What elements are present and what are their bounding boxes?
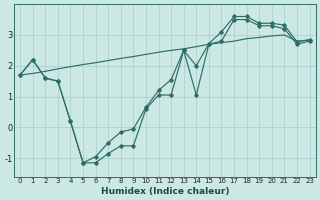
X-axis label: Humidex (Indice chaleur): Humidex (Indice chaleur) [100,187,229,196]
